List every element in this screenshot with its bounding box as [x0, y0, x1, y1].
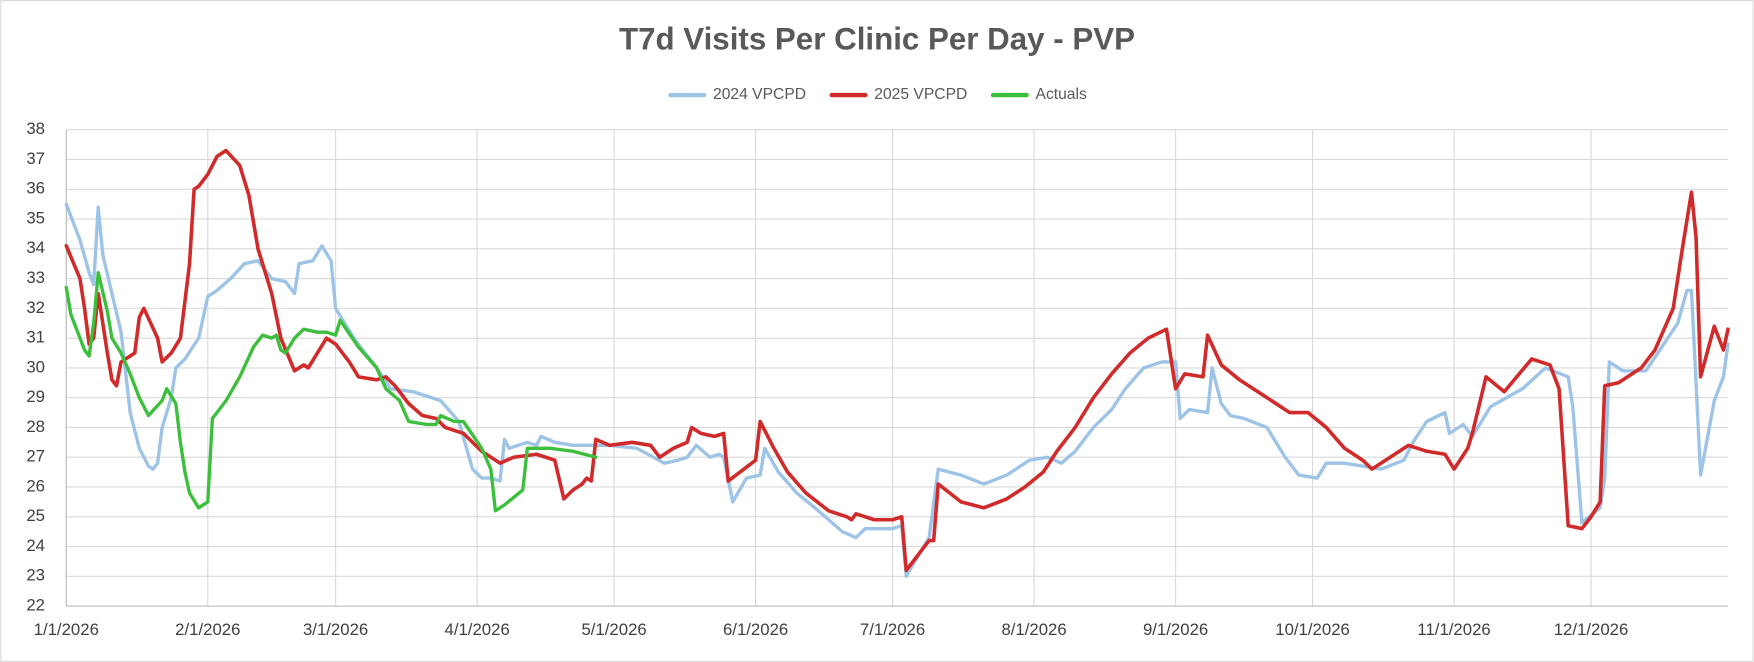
series-line	[64, 148, 1730, 573]
x-tick-label: 7/1/2026	[860, 620, 925, 639]
legend-label: Actuals	[1036, 86, 1087, 103]
chart-title: T7d Visits Per Clinic Per Day - PVP	[619, 22, 1135, 57]
y-tick-label: 27	[26, 447, 45, 466]
x-tick-label: 12/1/2026	[1554, 620, 1629, 639]
legend-label: 2024 VPCPD	[713, 86, 806, 103]
y-tick-label: 22	[26, 596, 45, 615]
x-tick-label: 5/1/2026	[581, 620, 646, 639]
x-tick-label: 9/1/2026	[1143, 620, 1208, 639]
y-tick-label: 25	[26, 506, 45, 525]
x-tick-label: 2/1/2026	[175, 620, 240, 639]
y-tick-label: 36	[26, 179, 45, 198]
y-tick-label: 23	[26, 566, 45, 585]
y-tick-label: 32	[26, 298, 45, 317]
y-tick-label: 29	[26, 387, 45, 406]
series-line	[64, 202, 1730, 578]
y-tick-label: 38	[26, 119, 45, 138]
y-tick-label: 28	[26, 417, 45, 436]
x-tick-label: 6/1/2026	[723, 620, 788, 639]
legend: 2024 VPCPD 2025 VPCPD Actuals	[668, 86, 1087, 103]
grid: 22 23 24 25 26 27 28 29 30 31 32 33 34 35 36 37 38 1/1/20…	[26, 119, 1728, 639]
y-tick-label: 24	[26, 536, 45, 555]
y-tick-label: 31	[26, 328, 45, 347]
x-tick-label: 11/1/2026	[1417, 620, 1490, 639]
legend-label: 2025 VPCPD	[874, 86, 967, 103]
y-tick-label: 30	[26, 357, 45, 376]
y-tick-label: 33	[26, 268, 45, 287]
x-tick-label: 10/1/2026	[1275, 620, 1350, 639]
x-tick-label: 1/1/2026	[34, 620, 99, 639]
lines	[64, 148, 1730, 578]
x-tick-label: 4/1/2026	[445, 620, 510, 639]
x-tick-label: 8/1/2026	[1001, 620, 1066, 639]
y-tick-label: 35	[26, 208, 45, 227]
series-line	[64, 270, 598, 513]
x-tick-label: 3/1/2026	[303, 620, 368, 639]
y-tick-label: 37	[26, 149, 45, 168]
y-tick-label: 26	[26, 476, 45, 495]
y-tick-label: 34	[26, 238, 45, 257]
